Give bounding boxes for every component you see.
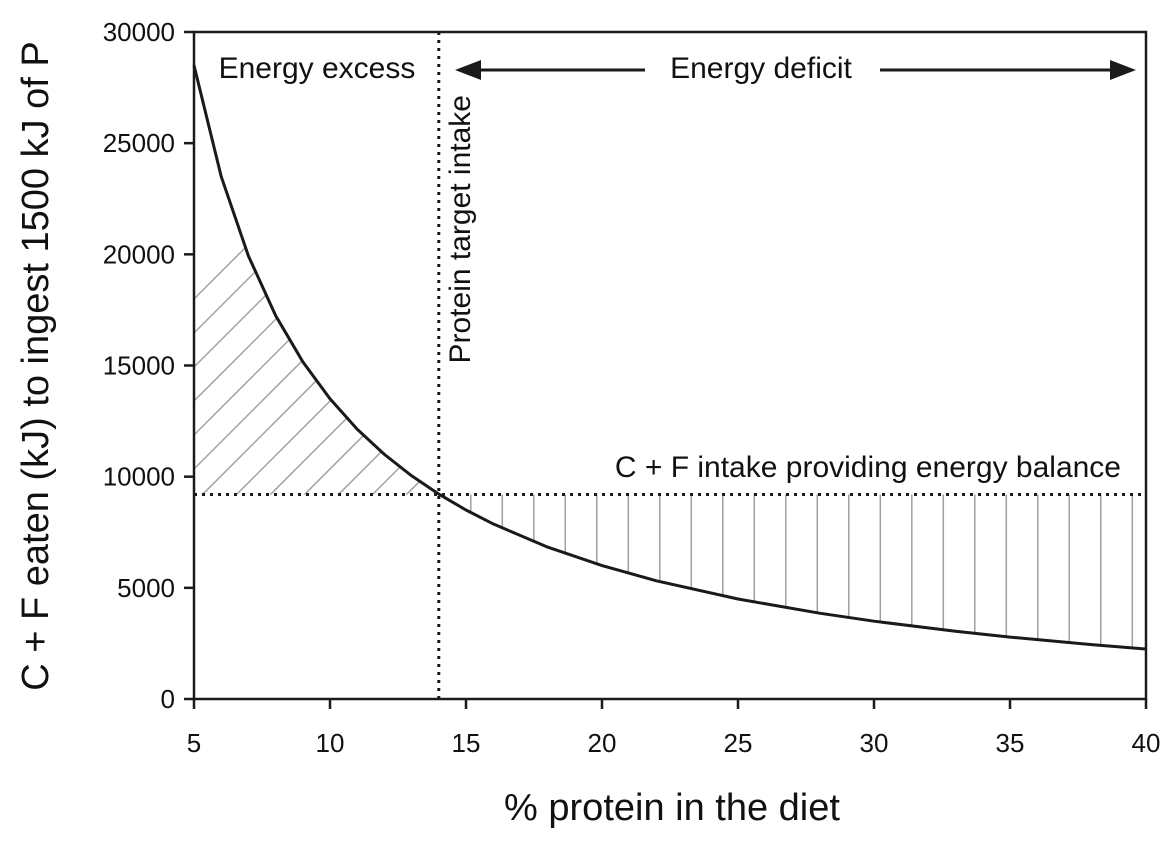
hatch-line [405, 98, 439, 495]
x-tick-label: 15 [452, 728, 481, 758]
x-tick-label: 30 [860, 728, 889, 758]
y-tick-label: 20000 [103, 239, 175, 269]
energy-deficit-arrow [455, 60, 1136, 80]
x-axis-ticks: 5 10 15 20 25 30 35 40 [187, 699, 1161, 758]
y-tick-label: 0 [161, 684, 175, 714]
y-tick-label: 25000 [103, 128, 175, 158]
y-axis-title: C + F eaten (kJ) to ingest 1500 kJ of P [15, 41, 57, 691]
y-tick-label: 5000 [117, 573, 175, 603]
x-tick-label: 40 [1132, 728, 1161, 758]
x-tick-label: 25 [724, 728, 753, 758]
x-axis-title: % protein in the diet [504, 787, 840, 829]
energy-balance-label: C + F intake providing energy balance [615, 451, 1121, 484]
hatch-line [337, 98, 439, 495]
hatch-line [269, 98, 439, 495]
hatch-line [440, 99, 1040, 699]
protein-target-label: Protein target intake [444, 95, 477, 364]
energy-deficit-label: Energy deficit [670, 52, 852, 85]
energy-excess-hatch [194, 98, 1074, 699]
y-tick-label: 10000 [103, 462, 175, 492]
deficit-arrow-right-head [1110, 60, 1136, 80]
hatch-line [194, 98, 439, 495]
hatch-line [474, 99, 1074, 699]
deficit-arrow-left-head [455, 60, 481, 80]
hatch-line [194, 98, 439, 495]
x-tick-label: 5 [187, 728, 201, 758]
energy-excess-label: Energy excess [219, 52, 416, 85]
x-tick-label: 35 [996, 728, 1025, 758]
y-axis-ticks: 0 5000 10000 15000 20000 25000 30000 [103, 17, 194, 714]
hatch-line [201, 98, 439, 495]
hatch-line [194, 98, 439, 495]
cf-intake-curve [192, 65, 1147, 651]
hatch-line [235, 98, 439, 495]
plot-frame [192, 30, 1148, 701]
energy-deficit-hatch [470, 494, 1134, 649]
y-tick-label: 15000 [103, 351, 175, 381]
x-tick-label: 10 [316, 728, 345, 758]
hatch-line [194, 98, 429, 495]
hatch-line [194, 98, 439, 495]
hatch-line [194, 98, 439, 495]
x-tick-label: 20 [588, 728, 617, 758]
hatch-line [303, 98, 439, 495]
y-tick-label: 30000 [103, 17, 175, 47]
